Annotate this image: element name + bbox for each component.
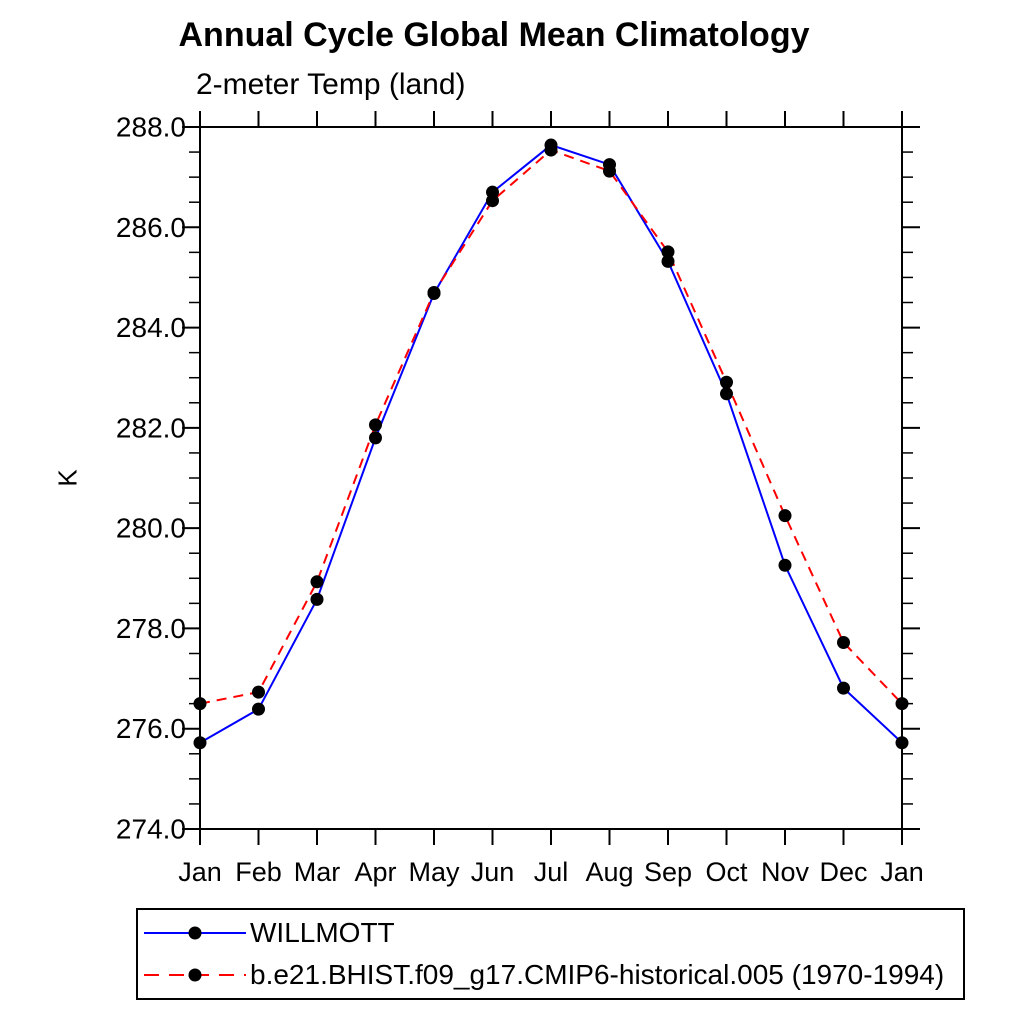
data-point-0: [193, 736, 207, 750]
x-tick-label: Nov: [761, 857, 810, 887]
data-point-1: [895, 697, 909, 711]
data-point-1: [486, 194, 499, 208]
legend-marker-dot-icon: [188, 926, 202, 940]
data-point-1: [252, 685, 265, 699]
data-point-0: [310, 592, 324, 606]
legend-line-dashed-icon: [144, 968, 246, 982]
legend-marker-dot-icon: [188, 968, 202, 982]
data-point-1: [193, 697, 207, 711]
data-point-0: [778, 558, 792, 572]
chart-subtitle: 2-meter Temp (land): [196, 68, 466, 101]
data-point-0: [895, 736, 909, 750]
y-tick-label: 280.0: [116, 513, 186, 544]
x-tick-label: Mar: [294, 857, 341, 887]
legend-label-model: b.e21.BHIST.f09_g17.CMIP6-historical.005…: [250, 958, 945, 990]
x-tick-label: Feb: [235, 857, 282, 887]
x-tick-label: Sep: [644, 857, 692, 887]
legend: WILLMOTT b.e21.BHIST.f09_g17.CMIP6-histo…: [136, 908, 965, 1000]
y-tick-label: 278.0: [116, 613, 186, 644]
data-point-1: [778, 509, 792, 523]
y-tick-label: 286.0: [116, 212, 186, 243]
data-point-1: [720, 375, 733, 389]
y-tick-label: 288.0: [116, 112, 186, 143]
y-tick-label: 276.0: [116, 713, 186, 744]
x-tick-label: Jul: [534, 857, 569, 887]
x-tick-label: Dec: [819, 857, 867, 887]
x-tick-label: Jan: [178, 857, 222, 887]
x-tick-label: Apr: [354, 857, 396, 887]
data-point-1: [544, 143, 558, 157]
data-point-1: [603, 164, 616, 178]
data-point-1: [661, 245, 675, 259]
legend-label-willmott: WILLMOTT: [250, 917, 395, 949]
data-point-0: [252, 702, 265, 716]
x-tick-label: Aug: [585, 857, 633, 887]
data-point-0: [837, 681, 850, 695]
legend-item-willmott: WILLMOTT: [143, 915, 963, 951]
data-point-0: [661, 254, 675, 268]
legend-line-solid-icon: [144, 926, 246, 940]
series-line-0: [199, 143, 903, 744]
y-tick-label: 282.0: [116, 412, 186, 443]
x-tick-label: Oct: [705, 857, 748, 887]
plot-frame: [199, 126, 903, 830]
data-point-0: [369, 431, 382, 445]
y-tick-label: 274.0: [116, 814, 186, 845]
chart-title: Annual Cycle Global Mean Climatology: [178, 16, 810, 54]
x-tick-label: Jan: [880, 857, 924, 887]
data-point-1: [837, 635, 850, 649]
data-point-1: [310, 575, 324, 589]
data-point-1: [427, 285, 441, 299]
x-tick-label: Jun: [471, 857, 515, 887]
data-point-0: [720, 387, 733, 401]
data-point-1: [369, 418, 382, 432]
y-tick-label: 284.0: [116, 312, 186, 343]
x-tick-label: May: [408, 857, 460, 887]
legend-item-model: b.e21.BHIST.f09_g17.CMIP6-historical.005…: [143, 957, 963, 993]
